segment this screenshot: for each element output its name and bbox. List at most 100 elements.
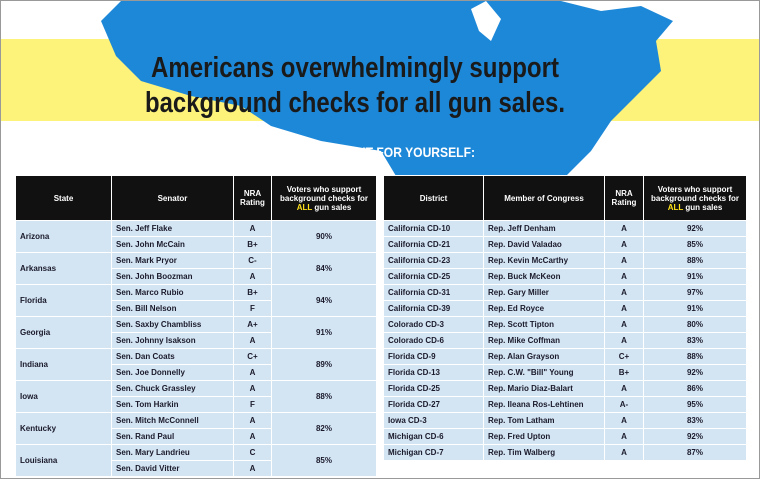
us-map [101, 1, 673, 176]
house-table: District Member of Congress NRA Rating Vote… [383, 175, 747, 461]
support-cell: 84% [271, 252, 377, 285]
row: California CD-23 Rep. Kevin McCarthy A 88% [383, 252, 747, 269]
header-text: Voters who support background checks for [650, 184, 740, 203]
header-cell: Voters who support background checks for… [643, 175, 747, 221]
member-cell: Rep. Alan Grayson [483, 348, 605, 365]
support-cell: 88% [643, 252, 747, 269]
support-cell: 89% [271, 348, 377, 381]
support-cell: 83% [643, 412, 747, 429]
member-cell: Rep. C.W. "Bill" Young [483, 364, 605, 381]
header-cell: Senator [111, 175, 234, 221]
support-cell: 90% [271, 220, 377, 253]
row: Indiana Sen. Dan Coats C+ 89% [15, 348, 377, 381]
support-cell: 92% [643, 220, 747, 237]
support-cell: 97% [643, 284, 747, 301]
district-cell: Iowa CD-3 [383, 412, 484, 429]
district-cell: California CD-39 [383, 300, 484, 317]
support-cell: 95% [643, 396, 747, 413]
member-cell: Rep. Mario Diaz-Balart [483, 380, 605, 397]
header-highlight: ALL [667, 202, 684, 212]
row: Kentucky Sen. Mitch McConnell A 82% [15, 412, 377, 445]
row: Arkansas Sen. Mark Pryor C- 84% [15, 252, 377, 285]
rating-cell: A [233, 460, 272, 477]
member-cell: Rep. Kevin McCarthy [483, 252, 605, 269]
state-cell: Indiana [15, 348, 112, 381]
row: California CD-31 Rep. Gary Miller A 97% [383, 284, 747, 301]
rating-cell: A- [604, 396, 644, 413]
senator-cell: Sen. Mark Pryor [111, 252, 234, 269]
state-cell: Florida [15, 284, 112, 317]
senator-cell: Sen. Saxby Chambliss [111, 316, 234, 333]
row: Florida CD-13 Rep. C.W. "Bill" Young B+ 92% [383, 364, 747, 381]
senator-cell: Sen. David Vitter [111, 460, 234, 477]
row: Florida Sen. Marco Rubio B+ 94% [15, 284, 377, 317]
rating-cell: A [233, 332, 272, 349]
rating-cell: A [604, 236, 644, 253]
header-highlight: ALL [296, 202, 313, 212]
member-cell: Rep. Ed Royce [483, 300, 605, 317]
state-cell: Arkansas [15, 252, 112, 285]
rating-cell: F [233, 396, 272, 413]
senator-cell: Sen. Johnny Isakson [111, 332, 234, 349]
senator-cell: Sen. Mitch McConnell [111, 412, 234, 429]
member-cell: Rep. Tom Latham [483, 412, 605, 429]
rating-cell: C+ [604, 348, 644, 365]
rating-cell: A [604, 428, 644, 445]
member-cell: Rep. Mike Coffman [483, 332, 605, 349]
row: Michigan CD-7 Rep. Tim Walberg A 87% [383, 444, 747, 461]
row: Louisiana Sen. Mary Landrieu C 85% [15, 444, 377, 477]
support-cell: 86% [643, 380, 747, 397]
member-cell: Rep. Fred Upton [483, 428, 605, 445]
district-cell: Florida CD-13 [383, 364, 484, 381]
row: Florida CD-9 Rep. Alan Grayson C+ 88% [383, 348, 747, 365]
district-cell: Florida CD-25 [383, 380, 484, 397]
row: Sen. Rand Paul A [16, 428, 377, 445]
row: California CD-10 Rep. Jeff Denham A 92% [383, 220, 747, 237]
header-text: gun sales [685, 202, 723, 212]
support-cell: 91% [271, 316, 377, 349]
rating-cell: A [604, 284, 644, 301]
header-cell: Member of Congress [483, 175, 605, 221]
district-cell: Colorado CD-6 [383, 332, 484, 349]
state-cell: Arizona [15, 220, 112, 253]
row: Sen. John Boozman A [16, 268, 377, 285]
subtitle: CHECK IT OUT FOR YOURSELF: [287, 144, 475, 160]
rating-cell: A [604, 252, 644, 269]
support-cell: 91% [643, 300, 747, 317]
senator-cell: Sen. Bill Nelson [111, 300, 234, 317]
row: Sen. Tom Harkin F [16, 396, 377, 413]
member-cell: Rep. Ileana Ros-Lehtinen [483, 396, 605, 413]
header-cell: NRA Rating [604, 175, 644, 221]
senator-cell: Sen. Jeff Flake [111, 220, 234, 237]
district-cell: Michigan CD-7 [383, 444, 484, 461]
header-cell: Voters who support background checks for… [271, 175, 377, 221]
support-cell: 88% [271, 380, 377, 413]
support-cell: 80% [643, 316, 747, 333]
header-row: State Senator NRA Rating Voters who support… [15, 175, 377, 221]
rating-cell: A [233, 364, 272, 381]
member-cell: Rep. Jeff Denham [483, 220, 605, 237]
district-cell: California CD-23 [383, 252, 484, 269]
district-cell: Michigan CD-6 [383, 428, 484, 445]
rating-cell: A [604, 412, 644, 429]
member-cell: Rep. Scott Tipton [483, 316, 605, 333]
rating-cell: A+ [233, 316, 272, 333]
senator-cell: Sen. Rand Paul [111, 428, 234, 445]
rating-cell: A [604, 444, 644, 461]
row: Sen. John McCain B+ [16, 236, 377, 253]
member-cell: Rep. Tim Walberg [483, 444, 605, 461]
row: California CD-25 Rep. Buck McKeon A 91% [383, 268, 747, 285]
support-cell: 92% [643, 428, 747, 445]
rating-cell: B+ [233, 236, 272, 253]
rating-cell: C+ [233, 348, 272, 365]
row: Georgia Sen. Saxby Chambliss A+ 91% [15, 316, 377, 349]
header-cell: State [15, 175, 112, 221]
support-cell: 83% [643, 332, 747, 349]
great-lakes [471, 1, 501, 41]
senator-cell: Sen. John McCain [111, 236, 234, 253]
row: Colorado CD-3 Rep. Scott Tipton A 80% [383, 316, 747, 333]
support-cell: 88% [643, 348, 747, 365]
rating-cell: C- [233, 252, 272, 269]
district-cell: California CD-31 [383, 284, 484, 301]
senator-cell: Sen. Marco Rubio [111, 284, 234, 301]
